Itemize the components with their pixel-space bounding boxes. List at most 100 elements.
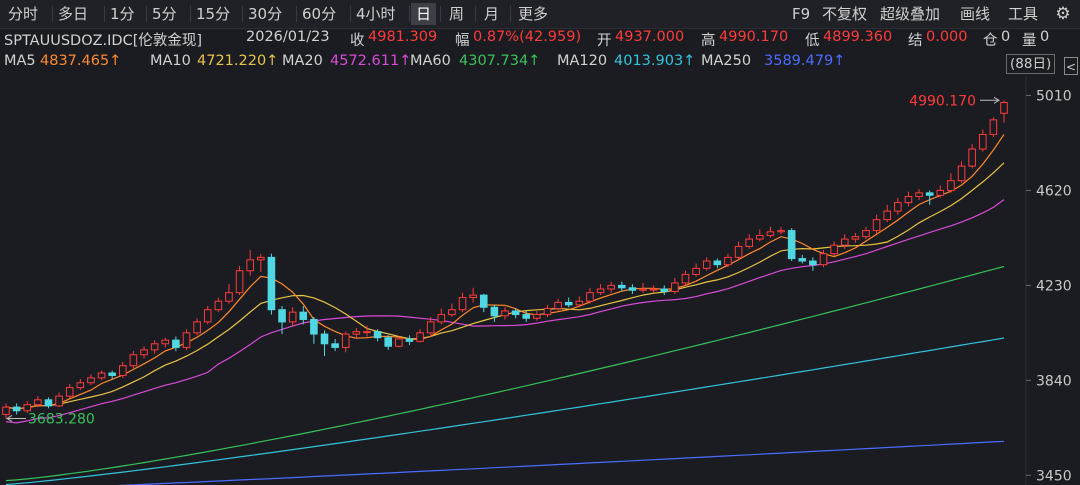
candle-body xyxy=(660,288,669,292)
period-tab-11[interactable]: 更多 xyxy=(518,5,549,23)
toolbar-right-2[interactable]: 超级叠加 xyxy=(880,5,941,23)
y-tick-label: 5010 xyxy=(1036,88,1072,104)
ma-value-ma20: 4572.611↑ xyxy=(330,53,412,69)
y-tick-label: 4230 xyxy=(1036,278,1072,294)
ma-label-ma10: MA10 xyxy=(150,53,191,69)
period-tab-6[interactable]: 60分 xyxy=(302,5,337,23)
toolbar-separator xyxy=(409,6,410,22)
period-tab-7[interactable]: 4小时 xyxy=(356,5,396,23)
period-tab-2[interactable]: 1分 xyxy=(110,5,135,23)
ma-line-ma250 xyxy=(114,440,1005,485)
position-value: 0 xyxy=(1001,29,1011,45)
gear-icon[interactable]: ⚙ xyxy=(1055,4,1071,24)
candle-body xyxy=(161,339,170,345)
candle-body xyxy=(267,256,276,311)
candle-body xyxy=(607,284,615,290)
candle-body xyxy=(331,343,339,348)
low-annotation-arrowhead xyxy=(6,415,13,422)
candle-body xyxy=(777,230,785,233)
ma-value-ma10: 4721.220↑ xyxy=(197,53,279,69)
y-tick-label: 4620 xyxy=(1036,183,1072,199)
candle-body xyxy=(936,189,945,196)
candle-body xyxy=(44,399,53,407)
toolbar-separator xyxy=(296,6,297,22)
ma-value-ma250: 3589.479↑ xyxy=(764,53,846,69)
toolbar-right-3[interactable]: 画线 xyxy=(960,5,991,23)
candle-body xyxy=(617,284,626,289)
candle-body xyxy=(458,297,467,311)
candle-body xyxy=(1000,102,1008,114)
candle-body xyxy=(87,377,95,384)
period-tab-10[interactable]: 月 xyxy=(484,5,500,23)
volume-label: 量 xyxy=(1022,33,1037,49)
candle-body xyxy=(373,331,382,339)
toolbar-right-4[interactable]: 工具 xyxy=(1008,5,1039,23)
candle-body xyxy=(150,343,159,351)
period-tab-5[interactable]: 30分 xyxy=(248,5,283,23)
settle-value: 0.000 xyxy=(926,29,968,45)
candle-body xyxy=(681,273,690,284)
candle-body xyxy=(989,119,998,135)
candle-body xyxy=(501,310,509,317)
period-tab-4[interactable]: 15分 xyxy=(196,5,231,23)
period-tab-3[interactable]: 5分 xyxy=(152,5,177,23)
ma-label-ma60: MA60 xyxy=(410,53,451,69)
candle-body xyxy=(734,245,743,258)
candle-body xyxy=(543,307,552,316)
close-value: 4981.309 xyxy=(368,29,438,45)
period-tab-1[interactable]: 多日 xyxy=(58,5,89,23)
candlestick-chart[interactable]: 5010 4620 4230 3840 3450 4990.170 3683.280 xyxy=(0,76,1080,485)
candle-body xyxy=(320,333,329,345)
ma-value-ma5: 4837.465↑ xyxy=(40,53,122,69)
candle-body xyxy=(23,404,32,412)
toolbar-right-1[interactable]: 不复权 xyxy=(822,5,868,23)
candle-body xyxy=(34,399,42,406)
candle-body xyxy=(225,292,233,302)
open-label: 开 xyxy=(597,33,612,49)
candle-body xyxy=(172,339,180,348)
candle-body xyxy=(862,230,870,238)
range-88-days-button[interactable]: (88日) xyxy=(1006,54,1056,74)
toolbar-separator xyxy=(350,6,351,22)
toolbar-separator xyxy=(440,6,441,22)
change-value: 0.87%(42.959) xyxy=(473,29,582,45)
collapse-panel-icon[interactable]: < xyxy=(1064,57,1078,75)
candle-body xyxy=(246,259,254,272)
candle-body xyxy=(511,310,520,316)
high-label: 高 xyxy=(701,33,716,49)
volume-value: 0 xyxy=(1040,29,1050,45)
open-value: 4937.000 xyxy=(615,29,685,45)
candle-body xyxy=(448,309,456,316)
toolbar-right-0[interactable]: F9 xyxy=(792,5,811,23)
candle-body xyxy=(76,382,85,389)
period-tab-0[interactable]: 分时 xyxy=(8,5,39,23)
candle-body xyxy=(724,256,732,266)
candle-body xyxy=(575,300,584,306)
candle-body xyxy=(405,338,414,342)
candle-body xyxy=(479,294,488,308)
candle-body xyxy=(819,253,828,266)
candle-body xyxy=(639,288,647,291)
candle-body xyxy=(426,321,435,334)
high-annotation-arrowhead xyxy=(993,96,1000,104)
candle-body xyxy=(129,354,138,367)
ma-label-ma120: MA120 xyxy=(557,53,608,69)
close-label: 收 xyxy=(350,33,365,49)
candle-body xyxy=(628,287,637,291)
candle-body xyxy=(925,192,934,196)
period-tab-8[interactable]: 日 xyxy=(411,3,437,25)
change-label: 幅 xyxy=(455,33,470,49)
candle-body xyxy=(12,406,21,412)
candle-body xyxy=(140,349,148,356)
candle-body xyxy=(840,238,849,246)
candle-body xyxy=(978,133,987,150)
candle-body xyxy=(564,301,573,306)
period-tab-9[interactable]: 周 xyxy=(449,5,465,23)
y-tick-label: 3840 xyxy=(1036,373,1072,389)
candle-body xyxy=(649,288,658,291)
toolbar-separator xyxy=(146,6,147,22)
candle-body xyxy=(968,148,976,167)
candle-body xyxy=(288,311,297,323)
ma-value-ma120: 4013.903↑ xyxy=(614,53,696,69)
candle-body xyxy=(798,258,807,262)
